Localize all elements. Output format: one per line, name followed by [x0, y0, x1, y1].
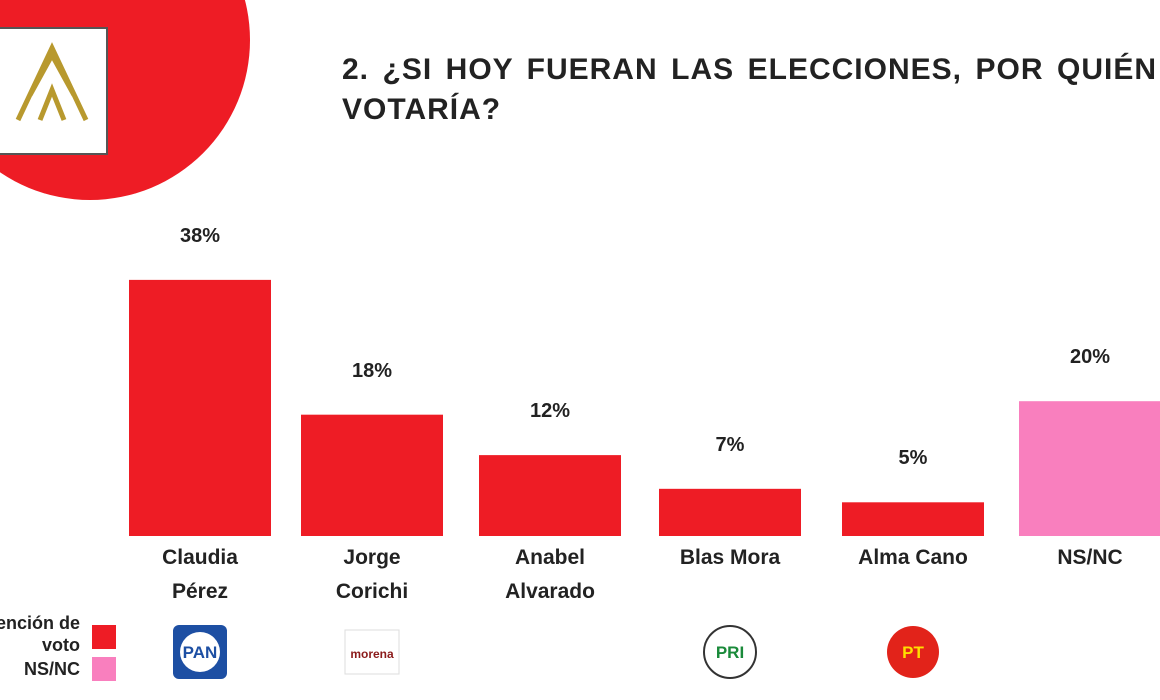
- x-tick-label: Alma Cano: [858, 546, 968, 569]
- value-label: 18%: [351, 359, 393, 382]
- bar: [842, 502, 984, 536]
- x-tick-label: Jorge Corichi: [335, 546, 409, 603]
- legend-swatch: [92, 657, 116, 681]
- legend-label: NS/NC: [23, 659, 80, 679]
- party-logo: [180, 632, 220, 672]
- party-logo: [887, 626, 939, 678]
- bar: [479, 455, 621, 536]
- party-logo-text: PT: [902, 643, 924, 662]
- chart-title: 2. ¿SI HOY FUERAN LAS ELECCIONES, POR QU…: [342, 53, 1157, 126]
- party-logo-text: morena: [350, 647, 394, 661]
- legend-swatch: [92, 625, 116, 649]
- value-label: 20%: [1069, 346, 1111, 369]
- party-logo-text: PRI: [716, 643, 744, 662]
- party-logo: [344, 629, 400, 675]
- bar: [1019, 401, 1160, 536]
- logo-mark: [15, 42, 89, 122]
- x-tick-label: Blas Mora: [679, 546, 781, 569]
- value-label: 7%: [715, 433, 745, 456]
- bar: [659, 488, 801, 536]
- legend-label: Intención de voto: [0, 613, 80, 655]
- bar: [129, 279, 271, 536]
- bar: [301, 414, 443, 536]
- party-logo-text: PAN: [183, 643, 218, 662]
- value-label: 5%: [898, 447, 928, 470]
- value-label: 12%: [529, 400, 571, 423]
- x-tick-label: Anabel Alvarado: [505, 546, 595, 603]
- party-logo: [703, 625, 757, 679]
- value-label: 38%: [179, 224, 221, 247]
- x-tick-label: NS/NC: [1057, 546, 1123, 569]
- x-tick-label: Claudia Pérez: [162, 546, 238, 603]
